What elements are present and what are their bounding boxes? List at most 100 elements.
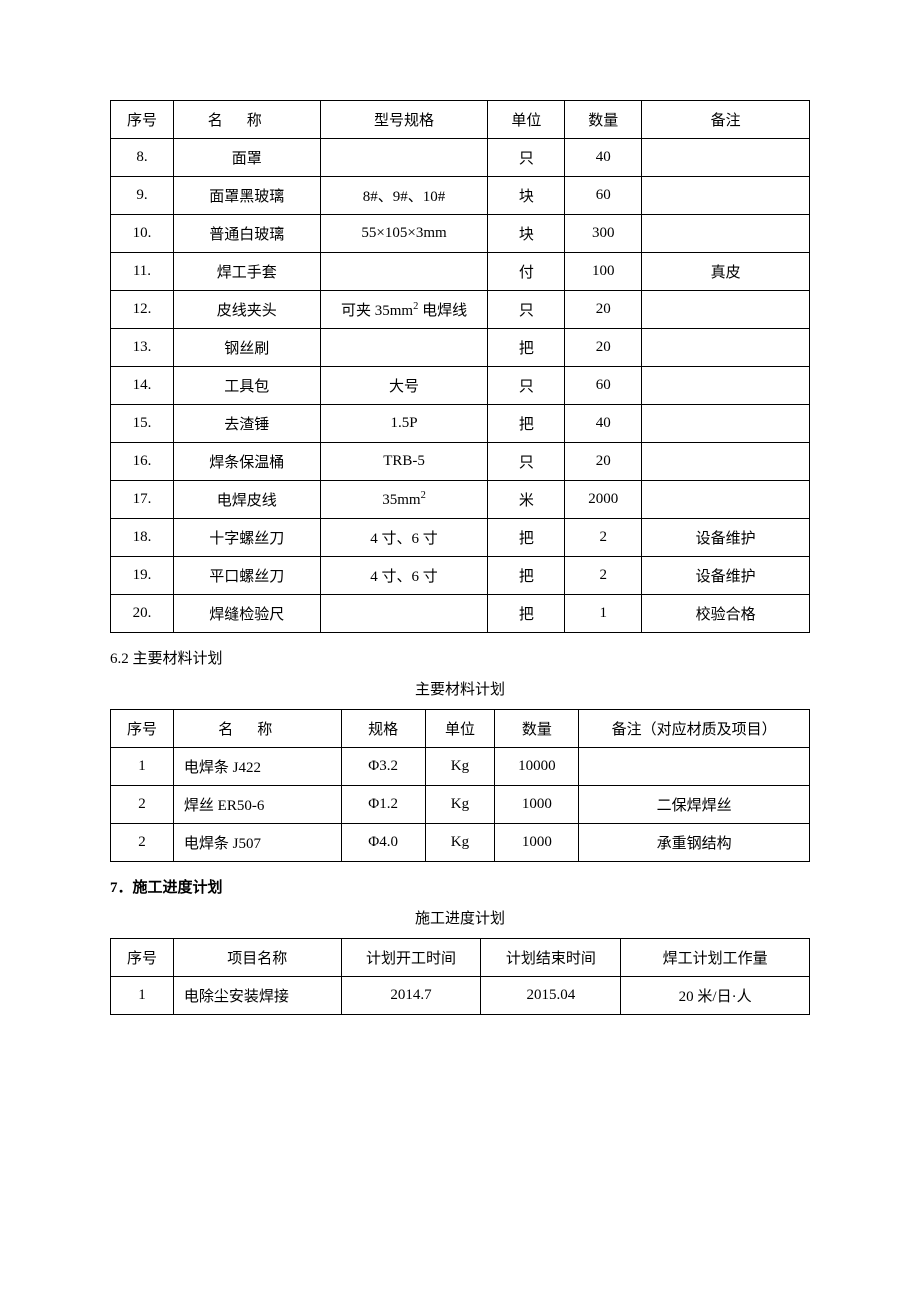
table-cell: 300 <box>565 215 642 253</box>
table-cell: 55×105×3mm <box>320 215 488 253</box>
table-row: 2电焊条 J507Φ4.0Kg1000承重钢结构 <box>111 824 810 862</box>
table-cell: 焊丝 ER50-6 <box>173 786 341 824</box>
col-spec: 规格 <box>341 710 425 748</box>
col-unit: 单位 <box>425 710 495 748</box>
table-header-row: 序号 名称 规格 单位 数量 备注（对应材质及项目） <box>111 710 810 748</box>
name-header-text: 名称 <box>208 113 286 129</box>
table-cell <box>642 481 810 519</box>
table-cell: 把 <box>488 557 565 595</box>
table-cell: 块 <box>488 177 565 215</box>
table-cell: 十字螺丝刀 <box>173 519 320 557</box>
table-cell: 钢丝刷 <box>173 329 320 367</box>
materials-table: 序号 名称 规格 单位 数量 备注（对应材质及项目） 1电焊条 J422Φ3.2… <box>110 709 810 862</box>
col-proj: 项目名称 <box>173 939 341 977</box>
col-start: 计划开工时间 <box>341 939 481 977</box>
col-seq: 序号 <box>111 939 174 977</box>
table-row: 9.面罩黑玻璃8#、9#、10#块60 <box>111 177 810 215</box>
table-row: 20.焊缝检验尺把1校验合格 <box>111 595 810 633</box>
section-6-2-heading: 6.2 主要材料计划 <box>110 647 810 668</box>
table-cell: Φ3.2 <box>341 748 425 786</box>
table-cell: 40 <box>565 139 642 177</box>
table-cell: 只 <box>488 367 565 405</box>
table-cell: 60 <box>565 177 642 215</box>
table-cell: 电焊条 J422 <box>173 748 341 786</box>
table-cell: 17. <box>111 481 174 519</box>
table-cell <box>320 253 488 291</box>
table-cell: 块 <box>488 215 565 253</box>
table-cell: 只 <box>488 291 565 329</box>
table-cell: 2 <box>565 557 642 595</box>
table-cell: 焊缝检验尺 <box>173 595 320 633</box>
table-row: 1电焊条 J422Φ3.2Kg10000 <box>111 748 810 786</box>
equipment-table: 序号 名称 型号规格 单位 数量 备注 8.面罩只409.面罩黑玻璃8#、9#、… <box>110 100 810 633</box>
table-cell: 2015.04 <box>481 977 621 1015</box>
col-seq: 序号 <box>111 101 174 139</box>
col-end: 计划结束时间 <box>481 939 621 977</box>
table-cell: 设备维护 <box>642 519 810 557</box>
table-cell: 1 <box>111 977 174 1015</box>
table-cell: 20 <box>565 291 642 329</box>
table-cell: 8. <box>111 139 174 177</box>
table-cell: 工具包 <box>173 367 320 405</box>
col-note: 备注（对应材质及项目） <box>579 710 810 748</box>
table-cell: 米 <box>488 481 565 519</box>
col-seq: 序号 <box>111 710 174 748</box>
table-cell: 电焊条 J507 <box>173 824 341 862</box>
table-cell: 大号 <box>320 367 488 405</box>
table-cell: 焊工手套 <box>173 253 320 291</box>
name-header-text: 名称 <box>218 722 296 738</box>
table-row: 16.焊条保温桶TRB-5只20 <box>111 443 810 481</box>
table-cell: 只 <box>488 139 565 177</box>
table-row: 13.钢丝刷把20 <box>111 329 810 367</box>
table-cell <box>320 329 488 367</box>
table-cell: TRB-5 <box>320 443 488 481</box>
section-7-heading: 7．施工进度计划 <box>110 876 810 897</box>
table-cell: 20 <box>565 329 642 367</box>
table-cell <box>642 329 810 367</box>
table-cell: 20 <box>565 443 642 481</box>
table-row: 10.普通白玻璃55×105×3mm块300 <box>111 215 810 253</box>
col-name: 名称 <box>173 101 320 139</box>
table-cell: 2000 <box>565 481 642 519</box>
table-cell: 去渣锤 <box>173 405 320 443</box>
table-cell: 把 <box>488 405 565 443</box>
table-cell: 40 <box>565 405 642 443</box>
table-row: 2焊丝 ER50-6Φ1.2Kg1000二保焊焊丝 <box>111 786 810 824</box>
table-cell: 普通白玻璃 <box>173 215 320 253</box>
table-cell: 4 寸、6 寸 <box>320 519 488 557</box>
table-cell: 12. <box>111 291 174 329</box>
table-cell: 把 <box>488 519 565 557</box>
table-cell: 18. <box>111 519 174 557</box>
table-cell: 真皮 <box>642 253 810 291</box>
table-cell: 1000 <box>495 786 579 824</box>
table-cell: 只 <box>488 443 565 481</box>
table-cell: 16. <box>111 443 174 481</box>
table-cell: 1 <box>565 595 642 633</box>
col-qty: 数量 <box>565 101 642 139</box>
table-cell: Kg <box>425 786 495 824</box>
table-cell <box>642 367 810 405</box>
table-cell: 60 <box>565 367 642 405</box>
table-cell: 1 <box>111 748 174 786</box>
table-cell: 20 米/日·人 <box>621 977 810 1015</box>
table-cell: 10000 <box>495 748 579 786</box>
table-header-row: 序号 项目名称 计划开工时间 计划结束时间 焊工计划工作量 <box>111 939 810 977</box>
table-cell: 把 <box>488 595 565 633</box>
table-cell <box>642 443 810 481</box>
col-work: 焊工计划工作量 <box>621 939 810 977</box>
table-cell: 电焊皮线 <box>173 481 320 519</box>
table-cell: 8#、9#、10# <box>320 177 488 215</box>
col-unit: 单位 <box>488 101 565 139</box>
table-cell: 皮线夹头 <box>173 291 320 329</box>
table-cell <box>642 405 810 443</box>
table-cell: 15. <box>111 405 174 443</box>
table-cell: 1.5P <box>320 405 488 443</box>
table-cell: 4 寸、6 寸 <box>320 557 488 595</box>
table-cell <box>579 748 810 786</box>
table-cell: 付 <box>488 253 565 291</box>
table-cell: 2 <box>111 824 174 862</box>
table-row: 12.皮线夹头可夹 35mm2 电焊线只20 <box>111 291 810 329</box>
table-row: 8.面罩只40 <box>111 139 810 177</box>
table-cell: Kg <box>425 824 495 862</box>
table-cell: 二保焊焊丝 <box>579 786 810 824</box>
